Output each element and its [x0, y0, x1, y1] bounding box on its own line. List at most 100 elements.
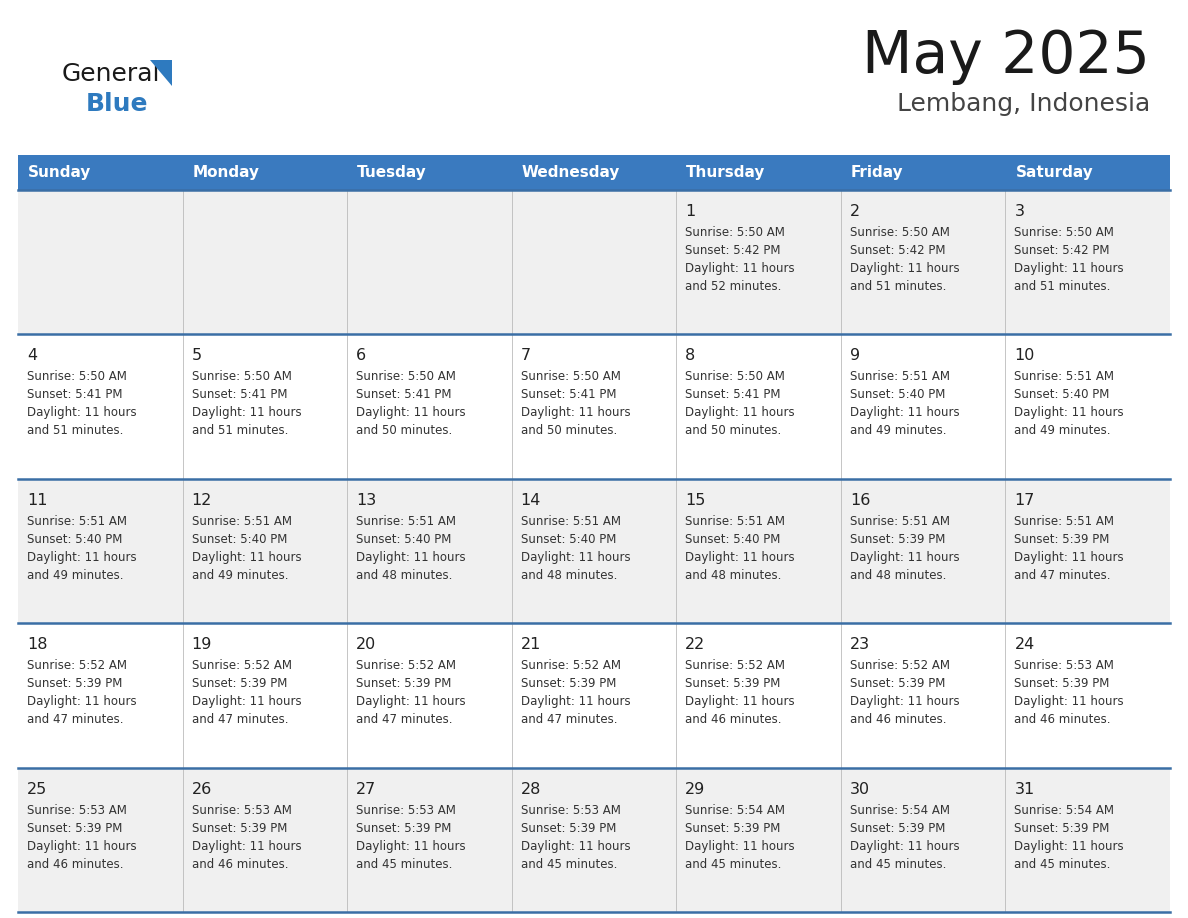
- Text: Sunrise: 5:51 AM: Sunrise: 5:51 AM: [685, 515, 785, 528]
- Text: and 45 minutes.: and 45 minutes.: [849, 857, 946, 870]
- Text: Sunset: 5:42 PM: Sunset: 5:42 PM: [1015, 244, 1110, 257]
- Text: Sunrise: 5:53 AM: Sunrise: 5:53 AM: [1015, 659, 1114, 672]
- Text: Sunrise: 5:54 AM: Sunrise: 5:54 AM: [849, 803, 950, 817]
- Text: Daylight: 11 hours: Daylight: 11 hours: [849, 551, 960, 564]
- Text: Daylight: 11 hours: Daylight: 11 hours: [27, 695, 137, 708]
- Text: Daylight: 11 hours: Daylight: 11 hours: [685, 551, 795, 564]
- Text: Sunset: 5:42 PM: Sunset: 5:42 PM: [685, 244, 781, 257]
- Text: Lembang, Indonesia: Lembang, Indonesia: [897, 92, 1150, 116]
- Text: 16: 16: [849, 493, 871, 508]
- Text: Daylight: 11 hours: Daylight: 11 hours: [520, 407, 631, 420]
- Text: Daylight: 11 hours: Daylight: 11 hours: [1015, 551, 1124, 564]
- Text: Daylight: 11 hours: Daylight: 11 hours: [685, 695, 795, 708]
- Text: and 51 minutes.: and 51 minutes.: [1015, 280, 1111, 293]
- Text: Daylight: 11 hours: Daylight: 11 hours: [520, 840, 631, 853]
- Text: Sunset: 5:39 PM: Sunset: 5:39 PM: [356, 677, 451, 690]
- Text: Daylight: 11 hours: Daylight: 11 hours: [520, 695, 631, 708]
- Bar: [18, 479, 1170, 623]
- Text: Sunrise: 5:53 AM: Sunrise: 5:53 AM: [191, 803, 291, 817]
- Text: and 46 minutes.: and 46 minutes.: [1015, 713, 1111, 726]
- Text: and 49 minutes.: and 49 minutes.: [849, 424, 947, 437]
- Text: Sunrise: 5:50 AM: Sunrise: 5:50 AM: [27, 370, 127, 384]
- Text: 15: 15: [685, 493, 706, 508]
- Text: Sunset: 5:41 PM: Sunset: 5:41 PM: [520, 388, 617, 401]
- Bar: [18, 334, 1170, 479]
- Text: and 49 minutes.: and 49 minutes.: [191, 569, 287, 582]
- Text: 25: 25: [27, 781, 48, 797]
- Text: Sunrise: 5:52 AM: Sunrise: 5:52 AM: [356, 659, 456, 672]
- Text: and 45 minutes.: and 45 minutes.: [356, 857, 453, 870]
- Text: and 50 minutes.: and 50 minutes.: [685, 424, 782, 437]
- Text: Sunrise: 5:51 AM: Sunrise: 5:51 AM: [191, 515, 291, 528]
- Text: and 47 minutes.: and 47 minutes.: [27, 713, 124, 726]
- Text: Sunset: 5:40 PM: Sunset: 5:40 PM: [191, 532, 287, 546]
- Text: Sunset: 5:39 PM: Sunset: 5:39 PM: [685, 822, 781, 834]
- Text: Monday: Monday: [192, 165, 259, 180]
- Text: and 47 minutes.: and 47 minutes.: [356, 713, 453, 726]
- Text: Sunset: 5:40 PM: Sunset: 5:40 PM: [520, 532, 617, 546]
- Text: and 51 minutes.: and 51 minutes.: [191, 424, 287, 437]
- Text: Tuesday: Tuesday: [358, 165, 426, 180]
- Text: 13: 13: [356, 493, 377, 508]
- Text: Sunset: 5:39 PM: Sunset: 5:39 PM: [27, 677, 122, 690]
- Text: 18: 18: [27, 637, 48, 652]
- Text: Sunset: 5:39 PM: Sunset: 5:39 PM: [685, 677, 781, 690]
- Text: Sunrise: 5:51 AM: Sunrise: 5:51 AM: [356, 515, 456, 528]
- Text: Sunrise: 5:53 AM: Sunrise: 5:53 AM: [27, 803, 127, 817]
- Text: and 45 minutes.: and 45 minutes.: [685, 857, 782, 870]
- Text: Wednesday: Wednesday: [522, 165, 620, 180]
- Text: and 51 minutes.: and 51 minutes.: [27, 424, 124, 437]
- Text: Sunday: Sunday: [29, 165, 91, 180]
- Text: Thursday: Thursday: [687, 165, 765, 180]
- Text: and 47 minutes.: and 47 minutes.: [1015, 569, 1111, 582]
- Text: Sunrise: 5:53 AM: Sunrise: 5:53 AM: [520, 803, 620, 817]
- Text: Sunrise: 5:50 AM: Sunrise: 5:50 AM: [849, 226, 949, 239]
- Text: Sunset: 5:40 PM: Sunset: 5:40 PM: [685, 532, 781, 546]
- Text: 14: 14: [520, 493, 541, 508]
- Text: Sunrise: 5:51 AM: Sunrise: 5:51 AM: [1015, 370, 1114, 384]
- Text: Sunset: 5:39 PM: Sunset: 5:39 PM: [849, 677, 946, 690]
- Text: and 50 minutes.: and 50 minutes.: [356, 424, 453, 437]
- Text: Sunrise: 5:51 AM: Sunrise: 5:51 AM: [1015, 515, 1114, 528]
- Text: Sunset: 5:40 PM: Sunset: 5:40 PM: [1015, 388, 1110, 401]
- Text: Daylight: 11 hours: Daylight: 11 hours: [1015, 695, 1124, 708]
- Text: and 50 minutes.: and 50 minutes.: [520, 424, 617, 437]
- Text: Sunset: 5:41 PM: Sunset: 5:41 PM: [356, 388, 451, 401]
- Text: 6: 6: [356, 349, 366, 364]
- Text: Sunrise: 5:51 AM: Sunrise: 5:51 AM: [27, 515, 127, 528]
- Text: Daylight: 11 hours: Daylight: 11 hours: [356, 551, 466, 564]
- Text: Sunrise: 5:50 AM: Sunrise: 5:50 AM: [356, 370, 456, 384]
- Text: Sunset: 5:39 PM: Sunset: 5:39 PM: [520, 677, 617, 690]
- Text: Sunset: 5:40 PM: Sunset: 5:40 PM: [27, 532, 122, 546]
- Text: Daylight: 11 hours: Daylight: 11 hours: [191, 551, 302, 564]
- Text: 9: 9: [849, 349, 860, 364]
- Text: Daylight: 11 hours: Daylight: 11 hours: [1015, 262, 1124, 275]
- Text: Sunrise: 5:52 AM: Sunrise: 5:52 AM: [685, 659, 785, 672]
- Text: and 45 minutes.: and 45 minutes.: [520, 857, 617, 870]
- Text: Daylight: 11 hours: Daylight: 11 hours: [1015, 840, 1124, 853]
- Text: Sunset: 5:39 PM: Sunset: 5:39 PM: [1015, 822, 1110, 834]
- Text: and 46 minutes.: and 46 minutes.: [685, 713, 782, 726]
- Text: Sunset: 5:39 PM: Sunset: 5:39 PM: [849, 532, 946, 546]
- Text: Daylight: 11 hours: Daylight: 11 hours: [685, 840, 795, 853]
- Text: 28: 28: [520, 781, 541, 797]
- Text: Sunrise: 5:50 AM: Sunrise: 5:50 AM: [1015, 226, 1114, 239]
- Text: 4: 4: [27, 349, 37, 364]
- Text: Saturday: Saturday: [1016, 165, 1093, 180]
- Text: Sunrise: 5:54 AM: Sunrise: 5:54 AM: [1015, 803, 1114, 817]
- Text: Sunrise: 5:50 AM: Sunrise: 5:50 AM: [191, 370, 291, 384]
- Text: May 2025: May 2025: [862, 28, 1150, 85]
- Text: 17: 17: [1015, 493, 1035, 508]
- Text: 11: 11: [27, 493, 48, 508]
- Text: Daylight: 11 hours: Daylight: 11 hours: [27, 840, 137, 853]
- Text: 22: 22: [685, 637, 706, 652]
- Text: 8: 8: [685, 349, 695, 364]
- Text: and 45 minutes.: and 45 minutes.: [1015, 857, 1111, 870]
- Text: Sunset: 5:40 PM: Sunset: 5:40 PM: [356, 532, 451, 546]
- Text: 12: 12: [191, 493, 211, 508]
- Text: 31: 31: [1015, 781, 1035, 797]
- Text: 21: 21: [520, 637, 541, 652]
- Bar: [18, 623, 1170, 767]
- Text: Sunrise: 5:51 AM: Sunrise: 5:51 AM: [849, 370, 950, 384]
- Text: Sunset: 5:41 PM: Sunset: 5:41 PM: [191, 388, 287, 401]
